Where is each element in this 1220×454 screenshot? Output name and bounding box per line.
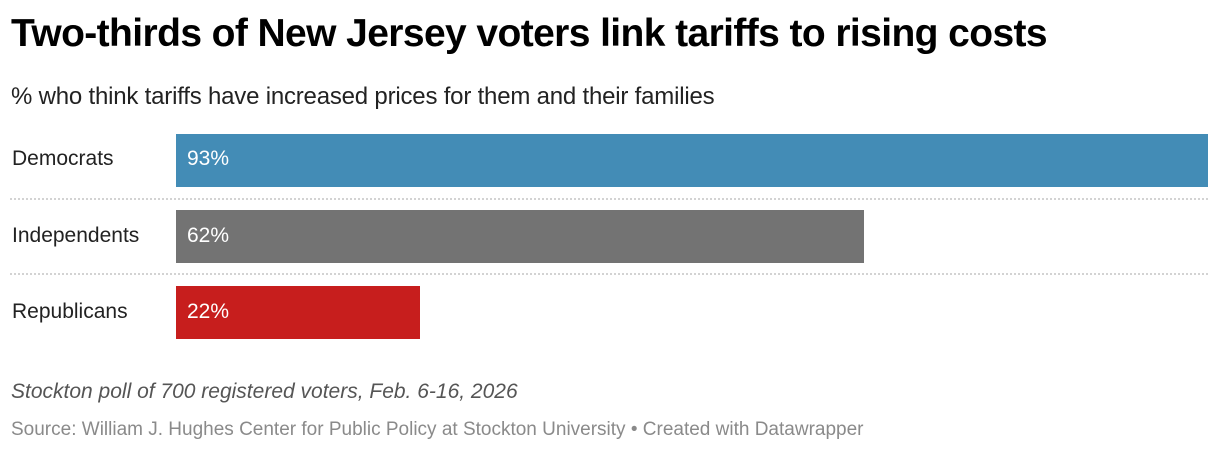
bar-value-republicans: 22% xyxy=(187,300,230,323)
bar-value-democrats: 93% xyxy=(187,147,230,170)
chart-subtitle: % who think tariffs have increased price… xyxy=(11,83,715,110)
bar-democrats xyxy=(176,134,1208,187)
chart-source: Source: William J. Hughes Center for Pub… xyxy=(11,419,864,440)
row-separator xyxy=(10,198,1208,200)
row-label-republicans: Republicans xyxy=(12,300,128,323)
bar-republicans xyxy=(176,286,420,339)
row-label-independents: Independents xyxy=(12,224,140,247)
chart-title: Two-thirds of New Jersey voters link tar… xyxy=(11,12,1048,55)
chart-notes: Stockton poll of 700 registered voters, … xyxy=(11,380,518,403)
row-separator xyxy=(10,273,1208,275)
bar-independents xyxy=(176,210,864,263)
bar-value-independents: 62% xyxy=(187,224,230,247)
row-label-democrats: Democrats xyxy=(12,147,114,170)
